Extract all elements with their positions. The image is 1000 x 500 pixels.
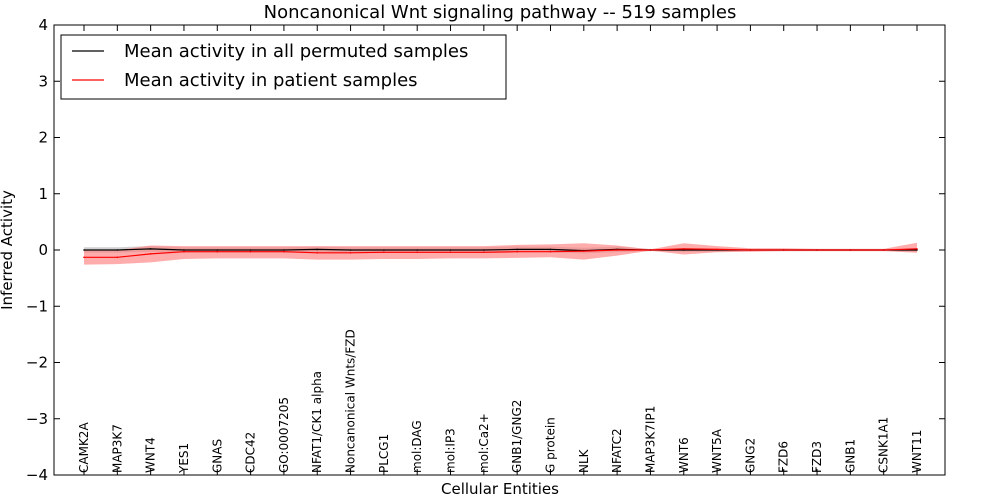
- plot-frame: [53, 24, 946, 476]
- y-axis-title: Inferred Activity: [0, 190, 16, 310]
- legend-box: [60, 34, 507, 100]
- y-tick-label: −1: [26, 297, 48, 315]
- point-series-0: [283, 249, 285, 251]
- point-series-0: [516, 248, 518, 251]
- point-series-1: [283, 250, 285, 253]
- band-series-1: [84, 242, 917, 265]
- x-tick-label: mol:IP3: [444, 428, 458, 473]
- point-series-1: [849, 249, 852, 251]
- legend-label-permuted: Mean activity in all permuted samples: [124, 41, 468, 62]
- x-tick-label: NFAT1/CK1 alpha: [310, 371, 324, 473]
- x-tick-label: WNT6: [677, 437, 691, 473]
- point-series-1: [916, 248, 918, 250]
- x-tick-label: WNT11: [910, 430, 924, 473]
- point-series-1: [349, 252, 352, 254]
- point-series-0: [83, 249, 85, 251]
- x-tick-label: G protein: [543, 417, 557, 473]
- y-tick-label: 0: [38, 241, 48, 259]
- y-tick-label: −4: [26, 466, 48, 484]
- point-series-1: [483, 251, 485, 254]
- x-tick-label: GO:0007205: [277, 397, 291, 473]
- legend-label-patient: Mean activity in patient samples: [124, 70, 418, 91]
- point-series-1: [116, 256, 119, 259]
- x-tick-label: GNB1/GNG2: [510, 400, 524, 473]
- point-series-0: [682, 249, 685, 251]
- bands-layer: [84, 242, 917, 265]
- point-series-1: [716, 248, 718, 251]
- point-series-0: [116, 249, 119, 251]
- y-tick-label: 3: [38, 72, 48, 90]
- x-tick-label: GNG2: [743, 438, 757, 473]
- point-series-0: [483, 249, 485, 251]
- point-series-1: [249, 250, 252, 253]
- x-tick-label: GNB1: [843, 439, 857, 473]
- point-series-1: [682, 248, 685, 250]
- point-series-0: [383, 249, 385, 251]
- x-tick-label: CDC42: [244, 432, 258, 473]
- point-series-1: [516, 250, 518, 253]
- point-series-0: [916, 249, 918, 251]
- point-series-1: [83, 256, 85, 259]
- x-tick-label: CAMK2A: [77, 422, 91, 473]
- x-tick-label: CSNK1A1: [877, 417, 891, 473]
- point-series-0: [216, 249, 219, 251]
- point-series-1: [316, 252, 319, 254]
- point-series-0: [183, 249, 185, 251]
- x-tick-label: PLCG1: [377, 434, 391, 473]
- point-series-1: [183, 250, 185, 253]
- point-series-0: [149, 248, 152, 250]
- point-series-0: [316, 248, 319, 251]
- point-series-0: [349, 249, 352, 251]
- y-axis: −4 −3 −2 −1 0 1 2 3 4: [26, 16, 945, 484]
- x-tick-label: FZD3: [810, 441, 824, 473]
- y-tick-label: 4: [38, 16, 48, 34]
- point-series-1: [649, 249, 652, 251]
- point-series-0: [549, 248, 552, 251]
- point-series-1: [383, 251, 385, 254]
- x-tick-label: GNAS: [210, 439, 224, 473]
- x-axis-title: Cellular Entities: [441, 480, 559, 498]
- x-tick-label: FZD6: [777, 441, 791, 473]
- point-series-1: [549, 250, 552, 253]
- x-axis: CAMK2A MAP3K7 WNT4 YES1 GNAS CDC42 GO:0007205 N…: [77, 25, 924, 475]
- x-tick-label: MAP3K7: [110, 424, 124, 473]
- point-series-0: [249, 249, 252, 251]
- point-series-1: [882, 249, 885, 251]
- x-tick-label: mol:Ca2+: [477, 413, 491, 473]
- lines-layer: [83, 248, 918, 259]
- y-tick-label: 2: [38, 129, 48, 147]
- point-series-1: [616, 249, 618, 251]
- y-tick-label: −3: [26, 410, 48, 428]
- point-series-1: [216, 250, 219, 253]
- x-tick-label: Noncanonical Wnts/FZD: [344, 329, 358, 473]
- legend: Mean activity in all permuted samples Me…: [60, 34, 507, 100]
- x-tick-label: WNT4: [144, 437, 158, 473]
- point-series-1: [782, 249, 785, 251]
- x-tick-label: NFATC2: [610, 428, 624, 473]
- point-series-0: [449, 249, 452, 251]
- x-tick-label: NLK: [577, 448, 591, 473]
- point-series-1: [416, 251, 419, 254]
- y-tick-label: 1: [38, 185, 48, 203]
- point-series-1: [816, 249, 818, 251]
- point-series-1: [583, 250, 585, 252]
- x-tick-label: YES1: [177, 443, 191, 474]
- x-tick-label: WNT5A: [710, 428, 724, 473]
- point-series-1: [749, 249, 752, 251]
- y-tick-label: −2: [26, 354, 48, 372]
- chart-title: Noncanonical Wnt signaling pathway -- 51…: [264, 2, 737, 23]
- x-tick-label: mol:DAG: [410, 420, 424, 473]
- line-series-1: [84, 248, 918, 258]
- point-series-1: [449, 251, 452, 254]
- point-series-0: [416, 249, 419, 251]
- point-series-1: [149, 253, 152, 255]
- x-tick-label: MAP3K7IP1: [643, 406, 657, 473]
